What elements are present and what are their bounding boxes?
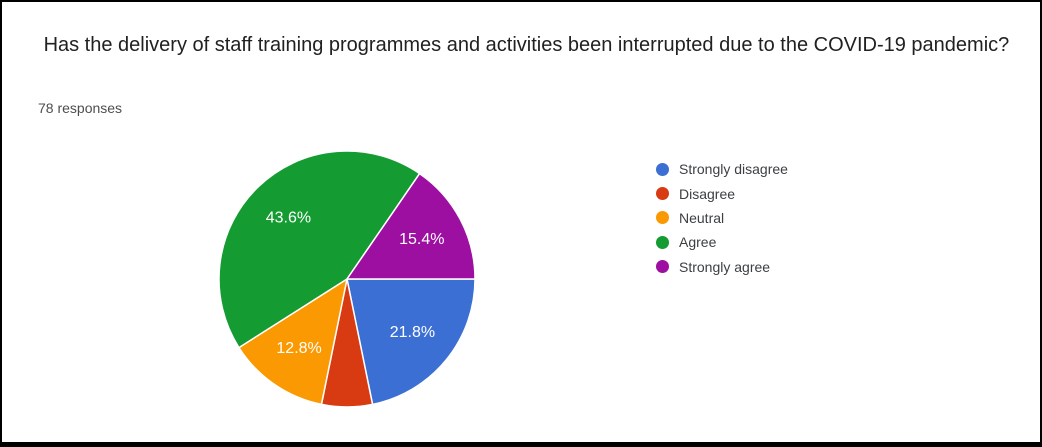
legend-item-agree: Agree (656, 230, 788, 254)
legend-label-strongly-disagree: Strongly disagree (679, 161, 788, 178)
legend-label-agree: Agree (679, 234, 717, 251)
legend-color-dot-disagree (656, 187, 669, 201)
pie-slice-agree (218, 150, 421, 349)
pie-slice-label-strongly-disagree: 21.8% (390, 324, 435, 341)
legend-label-disagree: Disagree (679, 185, 736, 202)
legend-item-strongly-agree: Strongly agree (656, 255, 788, 279)
chart-legend: Strongly disagree Disagree Neutral Agree Str… (656, 157, 788, 279)
legend-label-strongly-agree: Strongly agree (679, 258, 771, 275)
pie-chart: 21.8% 12.8% 43.6% 15.4% (218, 150, 476, 408)
pie-chart-area: 21.8% 12.8% 43.6% 15.4% Strongly disagree Di… (2, 132, 1040, 432)
pie-slice-strongly-agree (346, 172, 476, 280)
legend-item-disagree: Disagree (656, 181, 788, 205)
legend-item-strongly-disagree: Strongly disagree (656, 157, 788, 181)
pie-slice-label-neutral: 12.8% (276, 340, 321, 357)
legend-label-neutral: Neutral (679, 209, 725, 226)
legend-color-dot-strongly-disagree (656, 162, 669, 176)
legend-color-dot-agree (656, 235, 669, 249)
pie-slice-neutral (238, 278, 348, 406)
legend-color-dot-strongly-agree (656, 260, 669, 274)
responses-count: 78 responses (38, 100, 123, 116)
legend-item-neutral: Neutral (656, 206, 788, 230)
pie-slice-strongly-disagree (346, 278, 476, 406)
pie-slice-label-strongly-agree: 15.4% (399, 231, 444, 248)
question-title: Has the delivery of staff training progr… (38, 34, 1010, 56)
pie-slice-label-agree: 43.6% (266, 210, 311, 227)
legend-color-dot-neutral (656, 211, 669, 225)
